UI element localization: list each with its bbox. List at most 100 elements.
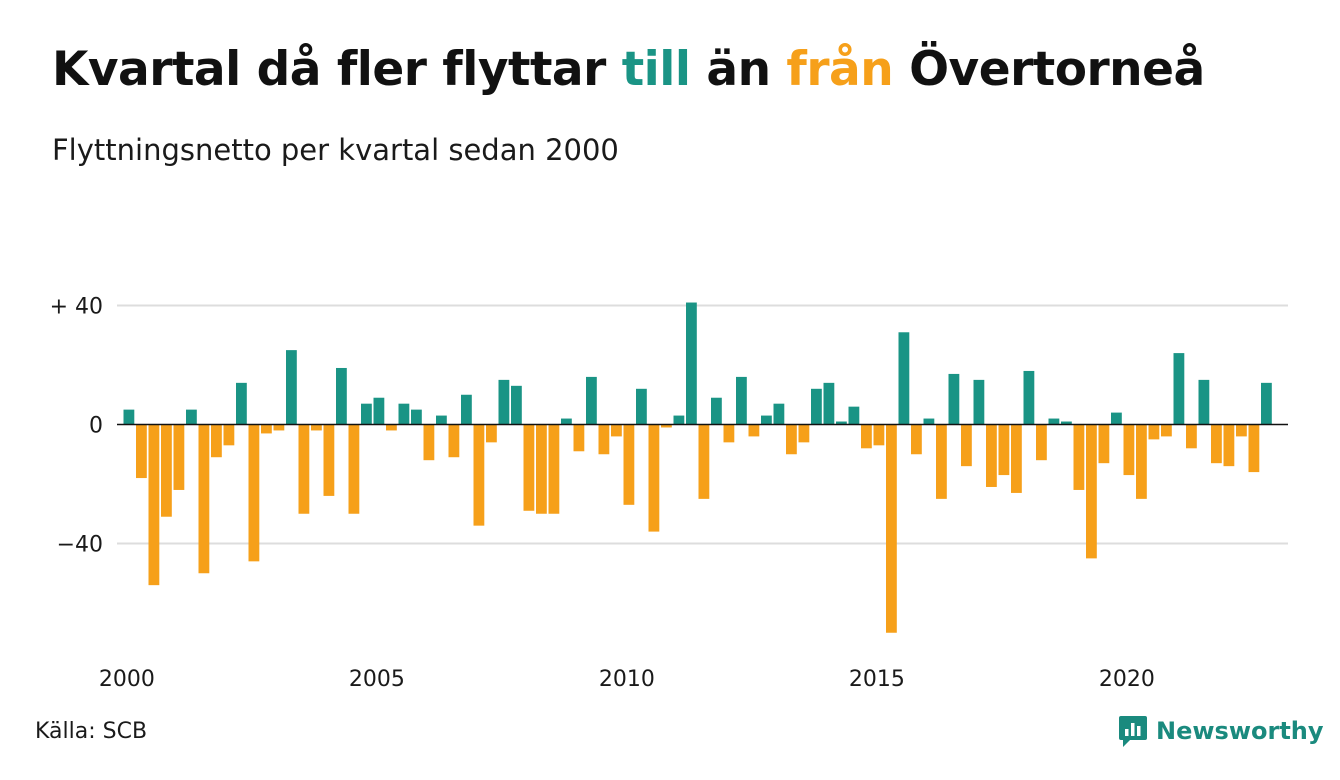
bar (736, 376, 747, 425)
bar (798, 424, 810, 443)
x-tick-label: 2005 (349, 667, 405, 692)
bar (723, 424, 735, 443)
bar (436, 415, 447, 425)
bar (1123, 424, 1135, 476)
bar (423, 424, 435, 461)
title-word-out: från (786, 42, 894, 97)
bar (636, 388, 647, 425)
bar (548, 424, 560, 514)
x-tick-label: 2015 (849, 667, 905, 692)
newsworthy-logo-icon (1119, 716, 1147, 747)
bar (773, 403, 785, 425)
bar (236, 382, 247, 425)
title-part-1: Kvartal då fler flyttar (52, 42, 622, 97)
bar (661, 424, 672, 428)
chart-subtitle: Flyttningsnetto per kvartal sedan 2000 (52, 133, 619, 167)
bar (298, 424, 310, 514)
bar (1211, 424, 1222, 464)
bar (986, 424, 997, 487)
bar (248, 424, 260, 562)
bar (1148, 424, 1160, 440)
bar (1261, 382, 1272, 425)
bar (1173, 353, 1185, 425)
bar (323, 424, 335, 496)
bar (811, 388, 822, 425)
bar (1161, 424, 1172, 437)
chart-title: Kvartal då fler flyttar till än från Öve… (52, 42, 1205, 97)
y-tick-label: + 40 (50, 295, 103, 320)
bar (148, 424, 160, 586)
bar (611, 424, 622, 437)
bar (461, 394, 472, 425)
bar (448, 424, 460, 458)
bar (261, 424, 272, 434)
x-tick-label: 2020 (1099, 667, 1155, 692)
y-tick-label: 0 (89, 414, 103, 439)
bar (698, 424, 710, 499)
bar (911, 424, 922, 455)
y-tick-label: −40 (57, 533, 103, 558)
title-part-2: än (690, 42, 787, 97)
bar (398, 403, 410, 425)
bar (311, 424, 322, 431)
bar (586, 376, 597, 425)
bar (823, 382, 835, 425)
bar (623, 424, 635, 505)
bar (873, 424, 885, 446)
bar (336, 367, 347, 425)
bar (761, 415, 772, 425)
bar (161, 424, 172, 517)
bar (1186, 424, 1197, 449)
x-tick-label: 2010 (599, 667, 655, 692)
bar (848, 406, 860, 425)
bar (836, 421, 847, 425)
bar (998, 424, 1010, 476)
bar (186, 409, 197, 425)
bar (1073, 424, 1085, 490)
title-word-in: till (621, 42, 691, 97)
bar (686, 302, 697, 425)
bar (598, 424, 610, 455)
bar (573, 424, 585, 452)
bar (273, 424, 285, 431)
bar (786, 424, 797, 455)
brand-logo: Newsworthy (1118, 713, 1324, 749)
bar (1111, 412, 1122, 425)
bar (411, 409, 422, 425)
bar (1223, 424, 1235, 467)
bar (123, 409, 135, 425)
bar (1048, 418, 1060, 425)
bar (961, 424, 972, 467)
source-note: Källa: SCB (35, 719, 148, 744)
bar (861, 424, 872, 449)
bar (1086, 424, 1097, 559)
bar (1136, 424, 1147, 499)
bar (386, 424, 397, 431)
brand-name: Newsworthy (1156, 717, 1324, 745)
title-part-3: Övertorneå (893, 42, 1205, 97)
bar (1061, 421, 1072, 425)
bar (511, 385, 522, 425)
bar (936, 424, 947, 499)
bar (1011, 424, 1022, 493)
bar (898, 332, 910, 425)
bar (361, 403, 372, 425)
bar (1236, 424, 1247, 437)
bar (523, 424, 535, 511)
bar (198, 424, 210, 574)
bar (1036, 424, 1047, 461)
bar (1098, 424, 1110, 464)
bar (136, 424, 147, 479)
bar (923, 418, 935, 425)
bar (1248, 424, 1260, 473)
bar (886, 424, 897, 633)
bar (486, 424, 497, 443)
bar (561, 418, 572, 425)
bar (348, 424, 360, 514)
bar (498, 379, 510, 425)
bar (973, 379, 985, 425)
bar (648, 424, 660, 532)
bar (473, 424, 485, 526)
bar (711, 397, 722, 425)
